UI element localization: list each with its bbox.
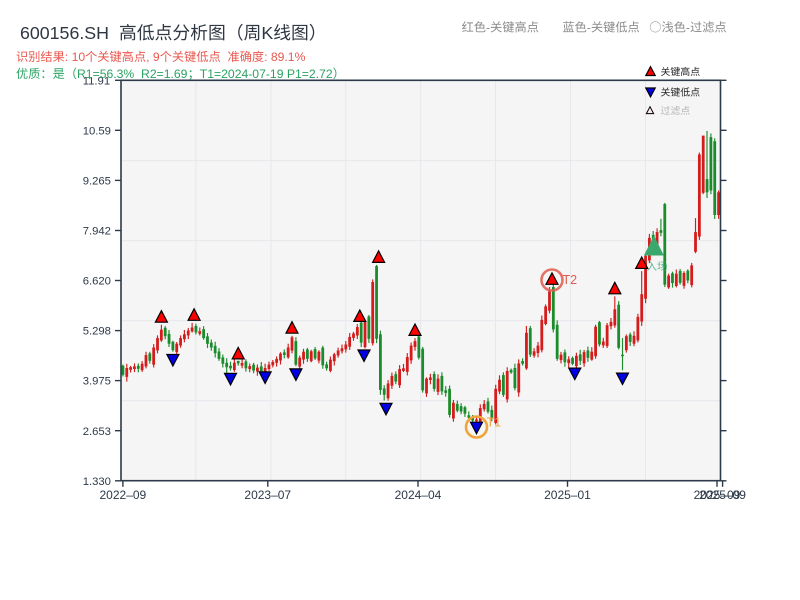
svg-text:7.942: 7.942 [83, 226, 111, 238]
svg-text:2025–01: 2025–01 [544, 488, 591, 502]
svg-text:2025–09: 2025–09 [699, 488, 746, 502]
svg-text:-: - [587, 21, 591, 35]
svg-text:11.91: 11.91 [83, 75, 110, 87]
svg-text:: 10: : 10 [65, 50, 86, 64]
svg-text:T1: T1 [487, 416, 502, 430]
svg-text:600156.SH: 600156.SH [20, 23, 109, 43]
svg-text:: 89.1%: : 89.1% [264, 50, 305, 64]
svg-text:2025–09: 2025–09 [694, 488, 741, 502]
svg-text:2022–09: 2022–09 [100, 488, 147, 502]
svg-text:, 9: , 9 [146, 50, 160, 64]
svg-text:10.59: 10.59 [83, 125, 111, 137]
svg-text:3.975: 3.975 [83, 376, 111, 388]
svg-text:R1=56.3% R2=1.69: R1=56.3% R2=1.69 [77, 67, 188, 81]
svg-text:K: K [261, 23, 273, 43]
svg-text:9.265: 9.265 [83, 176, 111, 188]
svg-text:2024–04: 2024–04 [395, 488, 442, 502]
svg-text:T1=2024-07-19 P1=2.72: T1=2024-07-19 P1=2.72 [200, 67, 333, 81]
svg-text:6.620: 6.620 [83, 276, 111, 288]
svg-text:2.653: 2.653 [83, 426, 111, 438]
svg-text:5.298: 5.298 [83, 326, 111, 338]
svg-text:2023–07: 2023–07 [244, 488, 291, 502]
svg-text:T2: T2 [563, 273, 578, 287]
svg-text:-: - [486, 21, 490, 35]
svg-text:-: - [686, 21, 690, 35]
svg-text:1.330: 1.330 [83, 476, 111, 488]
